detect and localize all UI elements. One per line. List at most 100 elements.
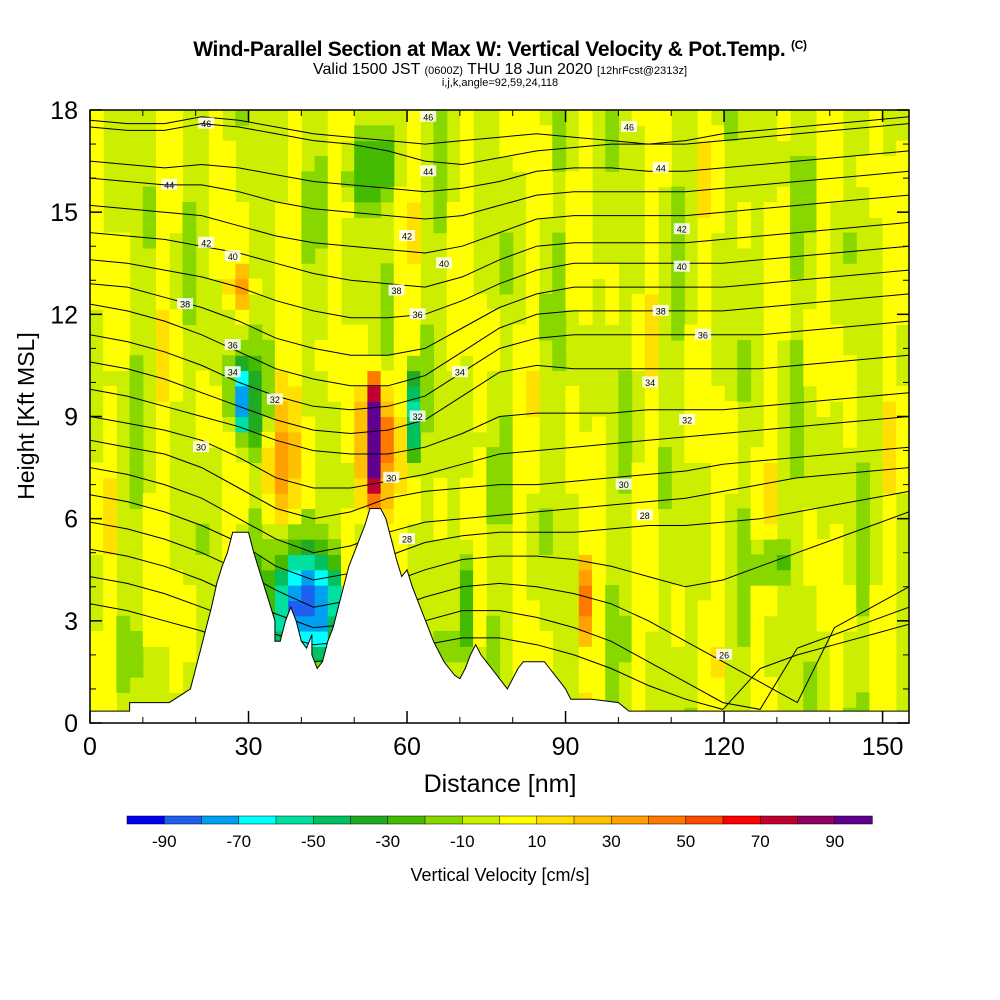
field-cell [142, 523, 157, 540]
field-cell [380, 156, 395, 172]
field-cell [354, 140, 368, 157]
field-cell [90, 263, 104, 280]
field-cell [459, 554, 474, 571]
field-cell [512, 431, 527, 448]
isentrope-label: 36 [413, 310, 423, 320]
field-cell [129, 462, 144, 479]
field-cell [697, 631, 712, 647]
isentrope-line [90, 116, 909, 145]
isentrope-label-bg [642, 376, 659, 388]
field-cell [248, 339, 263, 356]
field-cell [261, 462, 276, 479]
field-cell [552, 339, 567, 356]
field-cell [644, 278, 659, 295]
field-cell [882, 186, 897, 203]
field-cell [882, 370, 897, 387]
field-cell [605, 156, 619, 172]
field-cell [578, 110, 593, 126]
field-cell [578, 110, 593, 111]
field-cell [882, 462, 897, 479]
field-cell [882, 493, 897, 509]
field-cell [803, 202, 818, 218]
field-cell [248, 447, 263, 463]
field-cell [393, 508, 408, 525]
field-cell [790, 156, 804, 172]
field-cell [288, 156, 302, 172]
field-cell [710, 217, 725, 234]
x-tick-label: 150 [862, 733, 904, 761]
field-cell [459, 585, 474, 601]
field-cell [407, 125, 421, 142]
field-cell [525, 186, 540, 203]
field-cell [169, 585, 184, 601]
field-cell [473, 539, 487, 555]
field-cell [473, 523, 487, 540]
field-cell [156, 508, 170, 525]
field-cell [605, 125, 619, 142]
field-cell [248, 324, 263, 341]
field-cell [631, 324, 646, 341]
field-cell [829, 661, 844, 678]
field-cell [512, 508, 527, 525]
field-cell [473, 401, 487, 418]
field-cell [644, 110, 659, 126]
field-cell [473, 416, 487, 433]
field-cell [790, 385, 804, 402]
field-cell [525, 370, 540, 387]
field-cell [829, 355, 844, 372]
field-cell [301, 539, 316, 555]
field-cell [156, 401, 170, 418]
field-cell [856, 600, 870, 617]
colorbar-swatch [760, 815, 799, 825]
field-cell [261, 493, 276, 509]
field-cell [354, 202, 368, 218]
field-cell [393, 385, 408, 402]
field-cell [208, 385, 223, 402]
field-cell [182, 585, 197, 601]
field-cell [116, 324, 131, 341]
field-cell [407, 202, 421, 218]
x-tick-label: 120 [703, 733, 745, 761]
field-cell [605, 677, 619, 693]
field-cell [697, 202, 712, 218]
field-cell [578, 508, 593, 525]
colorbar-tick-label: 50 [676, 832, 695, 851]
field-cell [565, 186, 580, 203]
field-cell [433, 202, 448, 218]
field-cell [222, 171, 236, 188]
field-cell [525, 447, 540, 463]
field-cell [354, 125, 368, 142]
field-cell [288, 523, 302, 540]
field-cell [341, 416, 355, 433]
field-cell [829, 186, 844, 203]
field-cell [710, 631, 725, 647]
field-cell [380, 431, 395, 448]
field-cell [671, 293, 685, 310]
field-cell [446, 278, 461, 295]
field-cell [737, 508, 752, 525]
field-cell [407, 186, 421, 203]
field-cell [856, 539, 870, 555]
field-cell [658, 110, 672, 126]
field-cell [433, 110, 448, 111]
field-cell [644, 416, 659, 433]
isentrope-line [90, 439, 909, 520]
field-cell [710, 539, 725, 555]
field-cell [525, 615, 540, 632]
field-cell [341, 508, 355, 525]
field-cell [816, 125, 831, 142]
field-cell [816, 554, 831, 571]
field-cell [473, 309, 487, 326]
field-cell [129, 110, 144, 111]
isentrope-label-bg [399, 533, 415, 545]
field-cell [816, 539, 831, 555]
field-cell [829, 539, 844, 555]
field-cell [631, 462, 646, 479]
field-cell [235, 263, 250, 280]
field-cell [644, 186, 659, 203]
field-cell [407, 431, 421, 448]
field-cell [156, 462, 170, 479]
field-cell [605, 309, 619, 326]
field-cell [433, 186, 448, 203]
field-cell [512, 324, 527, 341]
